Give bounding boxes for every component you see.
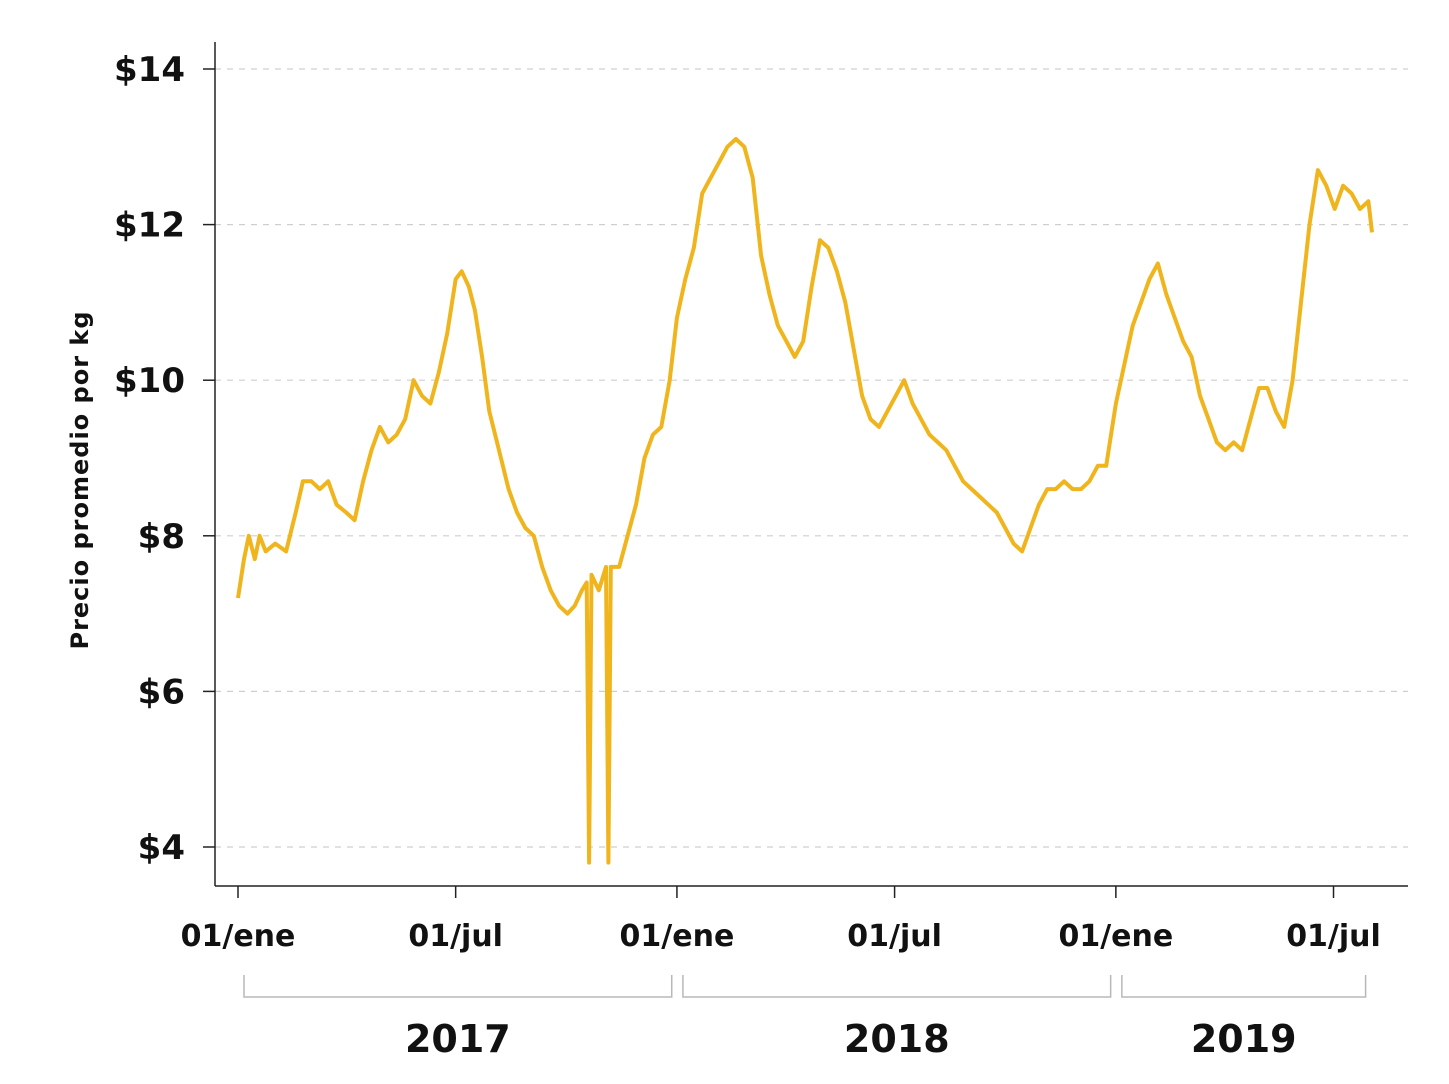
year-label: 2018 (844, 1017, 950, 1061)
y-ticks: $4 $6 $8 $10 $12 $14 (114, 50, 215, 868)
price-series-line (236, 137, 1374, 865)
x-ticks: 01/ene 01/jul 01/ene 01/jul 01/ene 01/jul (181, 886, 1381, 954)
y-tick-label: $4 (138, 828, 185, 868)
x-tick-label: 01/ene (1058, 919, 1173, 954)
x-tick-label: 01/jul (408, 919, 503, 954)
y-tick-label: $14 (114, 50, 185, 90)
y-axis-label: Precio promedio por kg (66, 310, 94, 649)
year-bracket (243, 975, 673, 998)
axes (214, 42, 1408, 887)
year-bracket (682, 975, 1112, 998)
grid-lines (215, 68, 1408, 848)
x-tick-label: 01/jul (1286, 919, 1381, 954)
year-label: 2017 (405, 1017, 511, 1061)
year-label: 2019 (1191, 1017, 1297, 1061)
year-groups: 2017 2018 2019 (243, 975, 1367, 1061)
y-tick-label: $12 (114, 206, 185, 246)
x-tick-label: 01/jul (847, 919, 942, 954)
x-tick-label: 01/ene (181, 919, 296, 954)
year-bracket (1121, 975, 1367, 998)
x-tick-label: 01/ene (620, 919, 735, 954)
series (236, 137, 1374, 865)
y-tick-label: $6 (138, 672, 185, 712)
y-tick-label: $8 (138, 517, 185, 557)
y-tick-label: $10 (114, 361, 185, 401)
